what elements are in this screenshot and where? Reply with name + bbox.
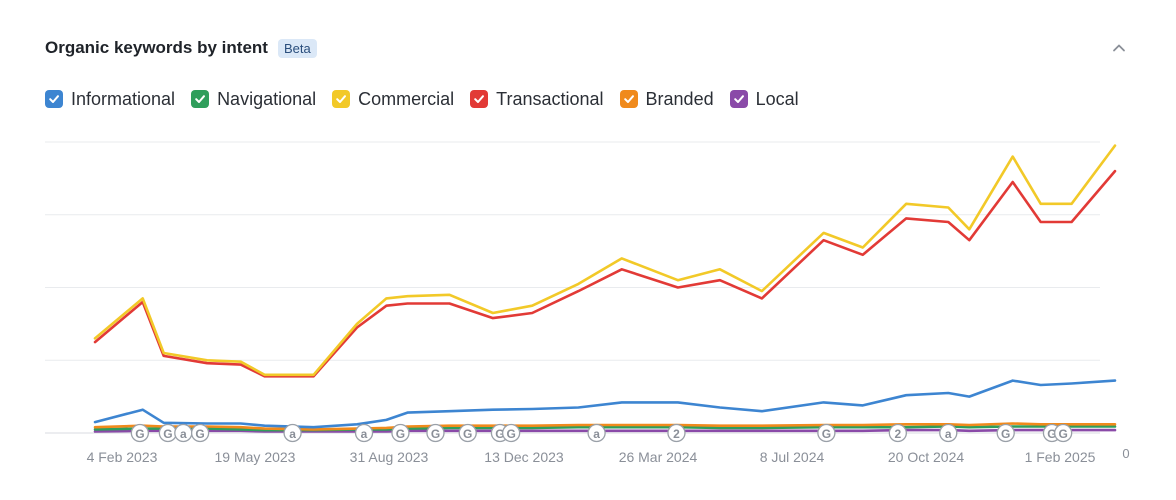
chart-legend: Informational Navigational Commercial Trans… [45,86,815,112]
x-tick-label: 8 Jul 2024 [760,449,825,465]
annotation-marker [458,423,477,443]
series-line-informational [93,379,1117,429]
chevron-up-icon [1113,44,1125,52]
annotation-label: G [135,427,144,441]
x-tick-label: 31 Aug 2023 [350,449,429,465]
x-tick-label: 4 Feb 2023 [87,449,158,465]
annotation-label: G [163,427,172,441]
series-line-transactional [93,169,1117,378]
checkbox-checked-icon[interactable] [470,90,489,108]
legend-label: Commercial [358,88,455,109]
x-tick-label: 1 Feb 2025 [1025,449,1096,465]
checkbox-checked-icon[interactable] [45,90,63,108]
annotation-label: a [180,427,187,441]
legend-item-local[interactable]: Local [729,88,799,110]
series-line-navigational [93,425,1117,432]
annotation-marker [283,423,302,443]
checkbox-checked-icon[interactable] [332,90,351,108]
annotation-marker [130,423,150,443]
checkbox-checked-icon[interactable] [619,90,638,108]
legend-item-commercial[interactable]: Commercial [332,89,454,110]
annotation-label: G [396,427,405,441]
legend-item-transactional[interactable]: Transactional [470,88,604,110]
legend-label: Informational [71,88,176,109]
chart-header: Organic keywords by intent Beta [45,36,1131,60]
annotation-marker [888,423,907,443]
annotation-label: G [822,427,831,441]
x-tick-label: 19 May 2023 [215,449,296,465]
annotation-label: G [1001,427,1010,441]
legend-label: Navigational [217,88,317,109]
y-tick-label: 0 [1122,446,1129,461]
annotation-marker [817,423,836,443]
annotation-marker [996,423,1015,443]
annotation-label: G [463,427,472,441]
annotation-label: G [495,427,504,441]
x-tick-label: 13 Dec 2023 [484,449,564,465]
annotation-label: a [593,427,600,441]
annotation-marker [1054,423,1073,443]
legend-item-navigational[interactable]: Navigational [191,89,316,110]
annotation-label: 2 [673,427,680,441]
annotation-marker [391,423,410,443]
annotation-label: a [289,427,296,441]
annotation-label: G [1047,427,1056,441]
annotation-marker [354,423,374,443]
chart-title: Organic keywords by intent [45,38,268,57]
x-tick-label: 26 Mar 2024 [619,449,698,465]
annotation-label: G [195,427,204,441]
legend-item-informational[interactable]: Informational [45,89,175,110]
annotation-label: G [1058,427,1067,441]
x-tick-label: 20 Oct 2024 [888,449,964,465]
beta-badge: Beta [277,38,317,58]
annotation-marker [587,423,606,443]
annotation-label: G [431,427,440,441]
annotation-label: a [361,427,368,441]
checkbox-checked-icon[interactable] [191,90,210,108]
annotation-label: a [945,427,952,441]
collapse-button[interactable] [1107,36,1131,60]
legend-label: Branded [645,88,714,109]
legend-label: Transactional [496,88,604,109]
annotation-label: 2 [894,427,901,441]
legend-item-branded[interactable]: Branded [619,88,714,110]
annotation-marker [501,423,521,443]
annotation-marker [190,423,210,443]
series-line-local [93,428,1117,433]
annotation-marker [939,423,958,443]
legend-label: Local [755,88,799,109]
checkbox-checked-icon[interactable] [729,90,748,108]
series-line-commercial [93,144,1117,377]
series-line-branded [93,422,1117,431]
annotation-marker [426,423,445,443]
annotation-label: G [506,427,515,441]
annotation-marker [667,423,686,443]
